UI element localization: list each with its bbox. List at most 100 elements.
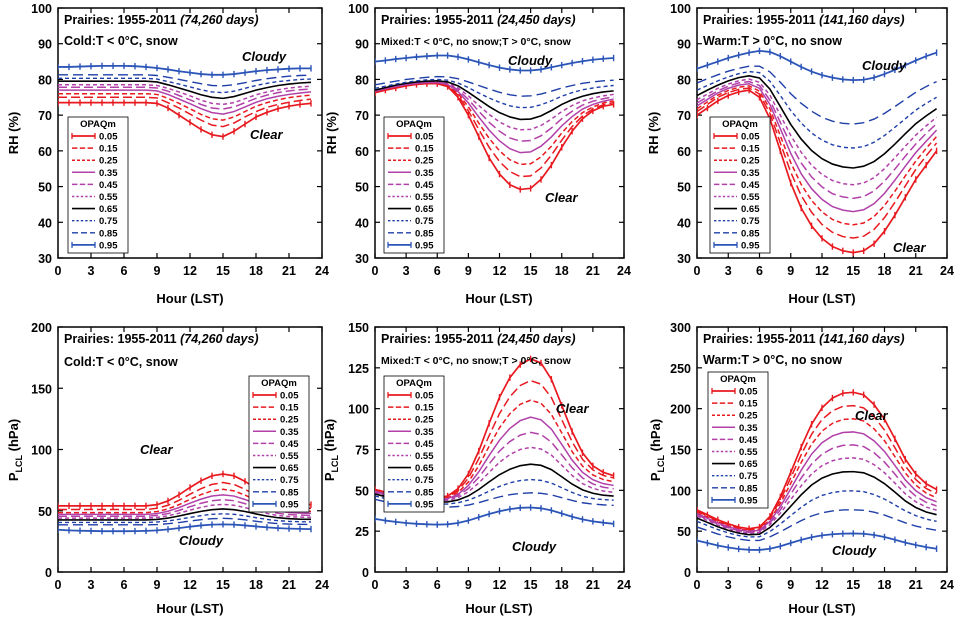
y-tick-label: 70 <box>355 109 369 123</box>
series-line-0.35 <box>697 82 938 213</box>
panel-rh-mixed: 30 40 50 60 70 80 90 100 0 3 6 9 12 15 18 21 24 Prairie… <box>324 2 631 306</box>
y-axis-label: PLCL (hPa) <box>648 419 666 481</box>
x-axis-label: Hour (LST) <box>156 601 223 616</box>
panel-title: Prairies: 1955-2011 (24,450 days) <box>381 332 576 346</box>
x-tick-labels: 0 3 6 9 12 15 18 21 24 <box>694 578 954 592</box>
legend-label: 0.55 <box>739 447 758 458</box>
y-tick-label: 200 <box>31 321 52 335</box>
series-line-0.15 <box>697 404 937 531</box>
series-line-0.85 <box>375 492 614 508</box>
series-line-0.95 <box>58 523 312 533</box>
x-tick-label: 21 <box>909 578 923 592</box>
y-tick-label: 100 <box>670 2 691 16</box>
x-tick-label: 12 <box>815 578 829 592</box>
annotation-cloudy: Cloudy <box>508 53 553 68</box>
legend-label: 0.45 <box>99 180 118 191</box>
legend: OPAQm 0.050.150.250.350.450.550.650.750.8… <box>707 371 769 509</box>
y-tick-label: 100 <box>348 2 369 16</box>
legend-label: 0.35 <box>415 168 434 179</box>
series-line-0.15 <box>58 481 312 511</box>
x-axis-label: Hour (LST) <box>156 291 223 306</box>
x-tick-label: 3 <box>403 264 410 278</box>
panel-plcl-mixed: 0 25 50 75 100 125 150 0 3 6 9 12 15 18 21 24 Prairies… <box>322 321 631 616</box>
y-tick-label: 80 <box>38 73 52 87</box>
x-tick-label: 9 <box>154 578 161 592</box>
panel-subtitle: Warm:T > 0°C, no snow <box>703 353 842 367</box>
y-tick-labels: 0 25 50 75 100 125 150 <box>348 321 369 580</box>
legend-label: 0.75 <box>415 216 434 227</box>
legend-title: OPAQm <box>80 119 116 130</box>
legend-label: 0.35 <box>280 427 299 438</box>
legend-label: 0.45 <box>741 180 760 191</box>
legend-label: 0.75 <box>415 475 434 486</box>
series-line-0.35 <box>697 431 937 533</box>
x-tick-label: 6 <box>756 264 763 278</box>
series-lines <box>697 389 938 554</box>
x-tick-label: 21 <box>282 264 296 278</box>
legend-label: 0.25 <box>280 415 299 426</box>
y-tick-labels: 30 40 50 60 70 80 90 100 <box>31 2 52 266</box>
y-tick-label: 100 <box>31 2 52 16</box>
panel-plcl-warm: 0 50 100 150 200 250 300 0 3 6 9 12 15 18 21 24 Prairi… <box>648 321 954 616</box>
x-tick-label: 6 <box>756 578 763 592</box>
x-tick-label: 12 <box>183 264 197 278</box>
legend-label: 0.15 <box>280 403 299 414</box>
series-line-0.75 <box>697 490 937 538</box>
x-tick-label: 12 <box>183 578 197 592</box>
y-tick-label: 90 <box>355 38 369 52</box>
legend-title: OPAQm <box>722 119 758 130</box>
x-tick-label: 6 <box>434 578 441 592</box>
series-line-0.55 <box>375 446 614 502</box>
legend-label: 0.05 <box>415 132 434 143</box>
x-tick-label: 18 <box>249 578 263 592</box>
axis-ticks <box>696 326 948 573</box>
legend-label: 0.85 <box>415 228 434 239</box>
y-tick-label: 150 <box>670 444 691 458</box>
legend-label: 0.95 <box>280 499 299 510</box>
y-tick-label: 40 <box>355 216 369 230</box>
legend-label: 0.95 <box>415 240 434 251</box>
x-tick-label: 15 <box>524 264 538 278</box>
series-line-0.25 <box>58 92 312 121</box>
legend: OPAQm 0.050.150.250.350.450.550.650.750.8… <box>248 375 310 513</box>
legend-label: 0.85 <box>739 483 758 494</box>
x-tick-label: 15 <box>846 578 860 592</box>
annotation-cloudy: Cloudy <box>242 49 287 64</box>
legend-title: OPAQm <box>261 378 297 389</box>
y-tick-label: 60 <box>355 145 369 159</box>
panel-title: Prairies: 1955-2011 (141,160 days) <box>703 332 905 346</box>
axis-ticks <box>374 7 625 259</box>
y-tick-label: 50 <box>355 484 369 498</box>
y-tick-label: 60 <box>677 145 691 159</box>
x-tick-label: 21 <box>586 264 600 278</box>
y-tick-label: 150 <box>348 321 369 335</box>
x-tick-label: 3 <box>88 264 95 278</box>
series-line-0.65 <box>375 80 614 121</box>
series-lines <box>375 52 615 193</box>
legend-label: 0.65 <box>99 204 118 215</box>
legend-title: OPAQm <box>396 378 432 389</box>
series-line-0.05 <box>58 101 312 138</box>
series-line-0.85 <box>697 509 937 542</box>
panel-title: Prairies: 1955-2011 (141,160 days) <box>703 13 905 27</box>
annotation-cloudy: Cloudy <box>512 539 557 554</box>
y-tick-label: 80 <box>355 73 369 87</box>
x-tick-labels: 0 3 6 9 12 15 18 21 24 <box>372 264 631 278</box>
legend-label: 0.65 <box>415 204 434 215</box>
legend-label: 0.05 <box>99 132 118 143</box>
y-axis-label: PLCL (hPa) <box>322 419 340 481</box>
series-line-0.75 <box>697 70 937 149</box>
y-tick-label: 70 <box>677 109 691 123</box>
legend-label: 0.05 <box>741 132 760 143</box>
legend-label: 0.35 <box>739 423 758 434</box>
legend-label: 0.25 <box>415 156 434 167</box>
legend-label: 0.45 <box>280 439 299 450</box>
y-tick-label: 150 <box>31 382 52 396</box>
x-tick-label: 0 <box>55 578 62 592</box>
series-line-0.05 <box>697 391 937 530</box>
series-line-0.55 <box>697 78 938 186</box>
y-tick-label: 90 <box>677 38 691 52</box>
y-tick-label: 125 <box>348 362 369 376</box>
x-tick-label: 15 <box>846 264 860 278</box>
legend-label: 0.15 <box>99 144 118 155</box>
